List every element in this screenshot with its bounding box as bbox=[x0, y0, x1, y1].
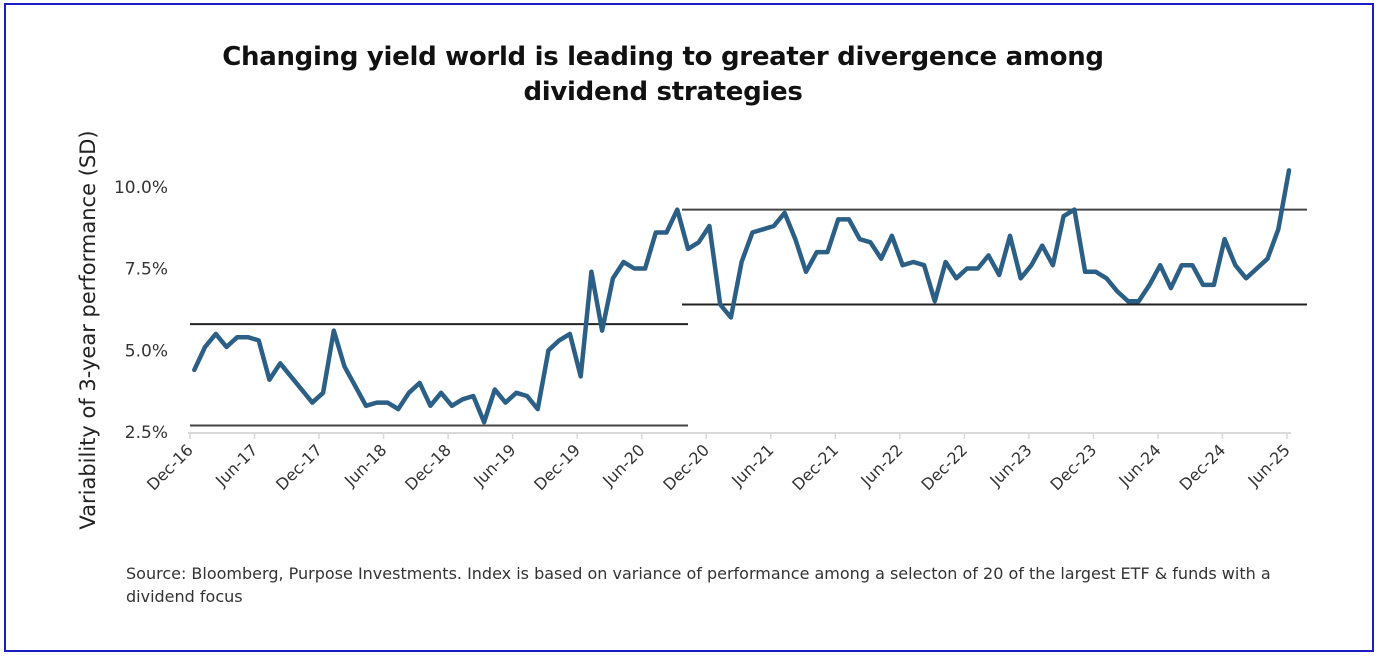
x-tick-label: Dec-18 bbox=[401, 440, 455, 494]
x-tick-label: Jun-22 bbox=[856, 440, 906, 490]
chart-title: Changing yield world is leading to great… bbox=[0, 40, 1326, 110]
x-tick-label: Jun-20 bbox=[598, 440, 648, 490]
x-tick-label: Dec-16 bbox=[143, 440, 197, 494]
x-tick-label: Jun-25 bbox=[1244, 440, 1294, 490]
y-tick-label: 7.5% bbox=[125, 260, 168, 280]
x-tick-label: Jun-23 bbox=[985, 440, 1035, 490]
x-tick-label: Dec-23 bbox=[1046, 440, 1100, 494]
chart-title-line-2: dividend strategies bbox=[523, 77, 803, 107]
x-tick-label: Jun-21 bbox=[727, 440, 777, 490]
x-tick-label: Dec-17 bbox=[272, 440, 326, 494]
x-tick-label: Jun-18 bbox=[340, 440, 390, 490]
axes: Dec-16 Jun-17 Dec-17 Jun-18 Dec-18 Jun-19 Dec-… bbox=[114, 178, 1294, 494]
x-tick-label: Jun-19 bbox=[469, 440, 519, 490]
x-tick-label: Dec-24 bbox=[1175, 440, 1229, 494]
y-tick-label: 2.5% bbox=[125, 423, 168, 443]
x-tick-label: Dec-21 bbox=[788, 440, 842, 494]
series-line bbox=[192, 168, 1292, 425]
x-tick-label: Dec-19 bbox=[530, 440, 584, 494]
chart-title-line-1: Changing yield world is leading to great… bbox=[222, 42, 1104, 72]
x-tick-label: Jun-24 bbox=[1114, 440, 1164, 490]
series-layer bbox=[192, 168, 1292, 425]
x-tick-label: Dec-22 bbox=[917, 440, 971, 494]
y-tick-label: 10.0% bbox=[114, 178, 168, 198]
y-tick-label: 5.0% bbox=[125, 341, 168, 361]
source-note: Source: Bloomberg, Purpose Investments. … bbox=[126, 564, 1271, 606]
x-tick-label: Jun-17 bbox=[211, 440, 261, 490]
chart-frame bbox=[4, 3, 1374, 652]
x-tick-label: Dec-20 bbox=[659, 440, 713, 494]
